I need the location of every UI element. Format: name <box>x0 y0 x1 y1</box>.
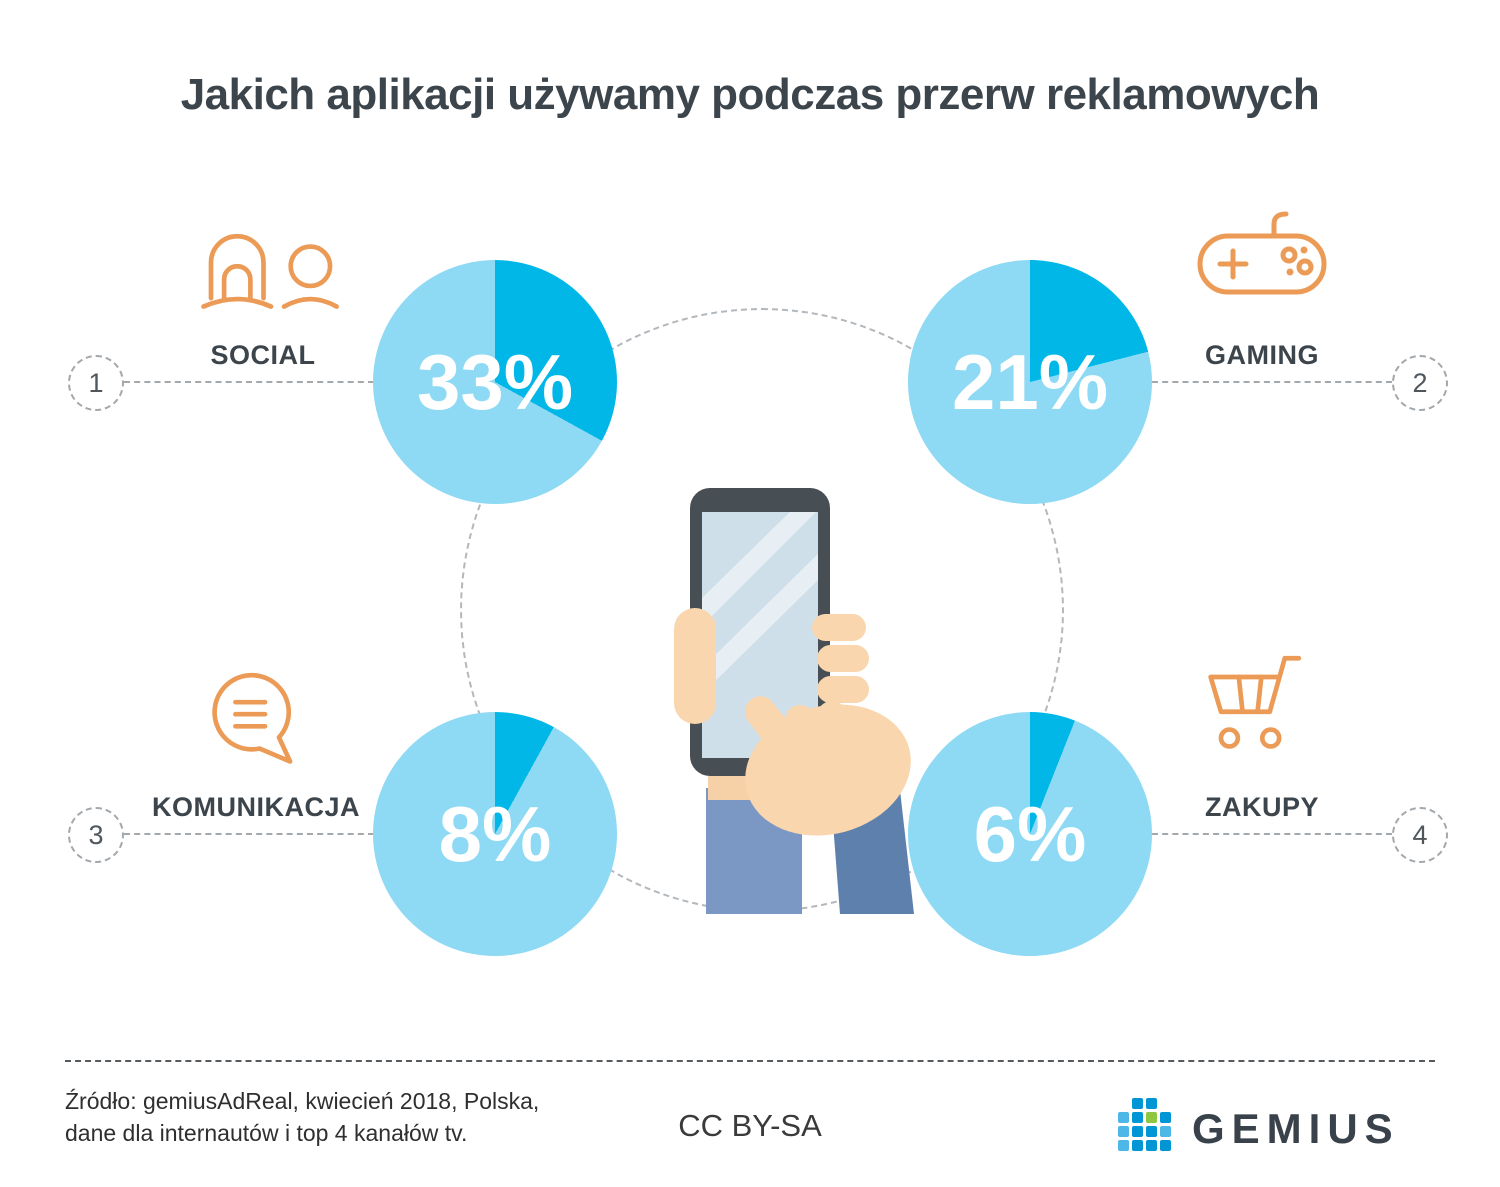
rank-number-2: 2 <box>1412 367 1428 398</box>
pie-komunikacja-value: 8% <box>438 790 552 878</box>
pie-gaming: 21% <box>908 260 1152 504</box>
source-line-1: Źródło: gemiusAdReal, kwiecień 2018, Pol… <box>65 1088 540 1114</box>
gemius-logo: GEMIUS <box>1118 1098 1400 1159</box>
category-label-gaming: GAMING <box>1205 340 1319 370</box>
connector-line-1 <box>124 381 374 383</box>
category-label-social: SOCIAL <box>210 340 316 370</box>
rank-badge-1: 1 <box>68 355 124 411</box>
gamepad-icon <box>1192 208 1332 310</box>
page-title: Jakich aplikacji używamy podczas przerw … <box>180 70 1320 119</box>
pie-zakupy-value: 6% <box>973 790 1087 878</box>
gemius-logo-icon <box>1118 1098 1174 1159</box>
hand-holding-phone-illustration <box>600 458 920 933</box>
gemius-wordmark: GEMIUS <box>1192 1104 1400 1152</box>
connector-line-2 <box>1152 381 1392 383</box>
rank-badge-3: 3 <box>68 807 124 863</box>
category-label-zakupy: ZAKUPY <box>1204 792 1319 822</box>
rank-badge-4: 4 <box>1392 807 1448 863</box>
people-icon <box>196 215 346 310</box>
pie-zakupy: 6% <box>908 712 1152 956</box>
rank-number-4: 4 <box>1412 819 1428 850</box>
pie-gaming-value: 21% <box>951 338 1109 426</box>
connector-line-4 <box>1152 833 1392 835</box>
shopping-cart-icon <box>1190 646 1312 754</box>
footer-divider <box>65 1060 1435 1062</box>
rank-badge-2: 2 <box>1392 355 1448 411</box>
pie-social: 33% <box>373 260 617 504</box>
connector-line-3 <box>124 833 374 835</box>
rank-number-3: 3 <box>88 819 104 850</box>
rank-number-1: 1 <box>88 367 104 398</box>
pie-komunikacja: 8% <box>373 712 617 956</box>
pie-social-value: 33% <box>416 338 574 426</box>
category-label-komunikacja: KOMUNIKACJA <box>152 792 360 822</box>
speech-bubble-icon <box>202 664 304 770</box>
source-line-2: dane dla internautów i top 4 kanałów tv. <box>65 1120 468 1146</box>
license-label: CC BY-SA <box>678 1108 822 1143</box>
